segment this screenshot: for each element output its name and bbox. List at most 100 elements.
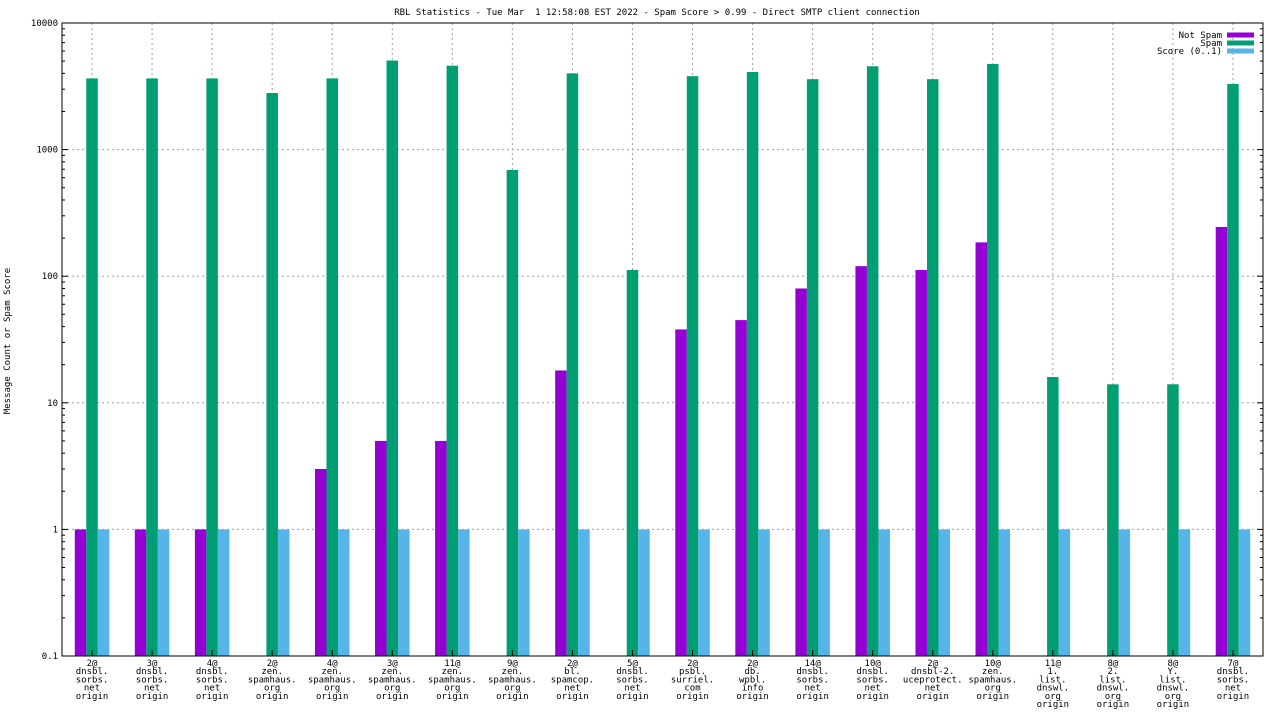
bar <box>398 529 410 656</box>
bar <box>698 529 710 656</box>
x-tick-label: 2@ dnsbl-2. uceprotect. net origin <box>903 659 963 702</box>
x-tick-label-line: list. <box>1039 675 1066 685</box>
bar <box>74 529 87 656</box>
x-tick-label-line: origin <box>496 692 529 702</box>
x-tick-label-line: 2. <box>1107 667 1118 677</box>
x-tick-label-line: db. <box>744 667 760 677</box>
bar <box>1178 529 1191 656</box>
bar <box>1107 384 1119 656</box>
x-tick-label-line: spamhaus. <box>248 675 297 685</box>
bar <box>1227 83 1239 657</box>
x-tick-label-line: origin <box>616 692 649 702</box>
x-tick-label-line: surriel. <box>671 675 714 685</box>
x-tick-label: 8@ 2. list. dnswl. org origin <box>1097 659 1130 710</box>
x-tick-label-line: 4@ <box>207 659 218 669</box>
x-tick-label: 7@ dnsbl. sorbs. net origin <box>1217 659 1250 702</box>
bar <box>1118 529 1131 656</box>
x-tick-label-line: zen. <box>982 667 1004 677</box>
x-tick-label-line: wpbl. <box>739 675 766 685</box>
x-tick-label-line: sorbs. <box>856 675 889 685</box>
x-tick-label-line: 11@ <box>444 659 461 669</box>
y-tick-label: 100 <box>42 272 58 282</box>
bar <box>878 529 890 656</box>
x-tick-label-line: sorbs. <box>796 675 829 685</box>
bar <box>134 529 147 656</box>
x-tick-label-line: origin <box>256 692 289 702</box>
x-tick-label-line: 14@ <box>804 659 821 669</box>
x-tick-label-line: zen. <box>261 667 283 677</box>
legend-swatch <box>1227 48 1254 54</box>
x-tick-label-line: org <box>1165 692 1181 702</box>
x-tick-label-line: spamhaus. <box>368 675 417 685</box>
x-tick-label-line: net <box>564 684 580 694</box>
x-tick-label-line: list. <box>1099 675 1126 685</box>
bar <box>998 529 1011 656</box>
x-tick-label-line: dnsbl-2. <box>911 667 954 677</box>
x-tick-label-line: net <box>804 684 820 694</box>
bar <box>926 79 939 656</box>
y-axis-ticks: 0.1 1 10 100 1000 10000 <box>31 19 1263 662</box>
x-tick-label-line: zen. <box>502 667 524 677</box>
legend-swatch <box>1227 40 1254 46</box>
x-tick-label-line: 8@ <box>1107 659 1118 669</box>
x-tick-label-line: origin <box>136 692 169 702</box>
bar <box>806 79 819 656</box>
x-tick-label-line: origin <box>436 692 469 702</box>
bar <box>975 242 988 657</box>
plot-frame <box>61 22 1264 657</box>
bar <box>157 529 170 656</box>
bar <box>446 65 459 657</box>
x-tick-label-line: org <box>324 684 340 694</box>
x-tick-label-line: Y. <box>1168 667 1179 677</box>
x-tick-label-line: dnsbl. <box>616 667 649 677</box>
x-tick-label-line: 2@ <box>567 659 578 669</box>
bar <box>987 63 999 656</box>
x-tick-label-line: origin <box>376 692 409 702</box>
x-tick-label-line: org <box>264 684 280 694</box>
bar <box>686 76 699 656</box>
bar <box>435 440 447 656</box>
x-tick-label-line: dnsbl. <box>136 667 169 677</box>
x-tick-label-line: 10@ <box>985 659 1002 669</box>
x-tick-label-line: origin <box>676 692 709 702</box>
x-tick-label: 2@ db. wpbl. info origin <box>736 659 769 702</box>
bar <box>866 66 879 656</box>
x-tick-label-line: net <box>144 684 160 694</box>
x-tick-label: 2@ psbl. surriel. com origin <box>671 659 714 702</box>
bar <box>206 78 218 657</box>
x-tick-label-line: 1. <box>1047 667 1058 677</box>
x-tick-label-line: spamhaus. <box>428 675 477 685</box>
x-tick-label-line: info <box>742 684 764 694</box>
bar <box>855 266 867 656</box>
bars <box>74 60 1251 657</box>
x-tick-label-line: spamhaus. <box>968 675 1017 685</box>
x-tick-label-line: zen. <box>381 667 403 677</box>
x-tick-label-line: 7@ <box>1228 659 1239 669</box>
x-tick-label-line: 3@ <box>147 659 158 669</box>
x-tick-label-line: origin <box>196 692 229 702</box>
x-tick-label-line: net <box>204 684 220 694</box>
x-tick-label-line: origin <box>856 692 889 702</box>
x-tick-label-line: origin <box>556 692 589 702</box>
bar <box>758 529 770 656</box>
bar <box>375 440 387 656</box>
bar <box>386 60 399 657</box>
bar <box>938 529 950 656</box>
bar <box>337 529 350 656</box>
bar <box>578 529 590 656</box>
x-tick-label-line: dnsbl. <box>1217 667 1250 677</box>
legend-label: Score (0..1) <box>1157 47 1222 57</box>
x-tick-label-line: zen. <box>441 667 463 677</box>
x-tick-label-line: org <box>985 684 1001 694</box>
chart-title: RBL Statistics - Tue Mar 1 12:58:08 EST … <box>394 8 920 18</box>
x-tick-label-line: com <box>684 684 700 694</box>
x-tick-label: 8@ Y. list. dnswl. org origin <box>1157 659 1190 710</box>
x-tick-label-line: 2@ <box>267 659 278 669</box>
bar <box>277 529 290 656</box>
bar <box>146 78 158 657</box>
x-tick-label-line: dnsbl. <box>76 667 109 677</box>
x-tick-label-line: 2@ <box>687 659 698 669</box>
x-tick-label: 2@ bl. spamcop. net origin <box>551 659 594 702</box>
x-tick-label-line: net <box>925 684 941 694</box>
